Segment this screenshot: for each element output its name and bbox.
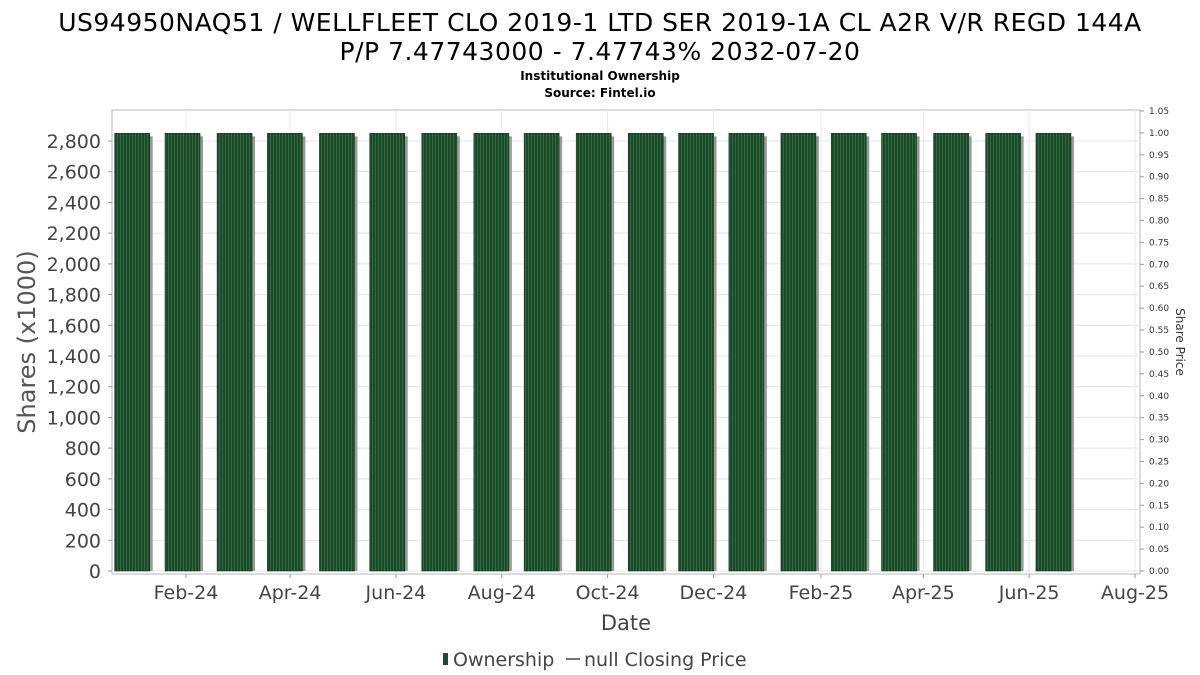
y2-tick-label: 0.15 <box>1149 501 1169 511</box>
y2-tick-label: 0.95 <box>1149 151 1169 161</box>
chart-source: Source: Fintel.io <box>544 86 655 100</box>
ownership-bar <box>114 133 151 572</box>
ownership-bar <box>728 133 765 572</box>
y2-tick-label: 0.70 <box>1149 260 1169 270</box>
ownership-bars <box>114 133 1074 572</box>
ownership-bar <box>369 133 406 572</box>
y2-tick-label: 0.75 <box>1149 238 1169 248</box>
y-tick-label: 2,000 <box>47 254 101 276</box>
ownership-bar <box>575 133 612 572</box>
ownership-bar <box>1035 133 1072 572</box>
x-tick-label: Aug-25 <box>1101 582 1169 604</box>
y2-tick-label: 1.05 <box>1149 107 1169 117</box>
y2-axis-title: Share Price <box>1173 308 1187 376</box>
y-tick-label: 200 <box>65 530 101 552</box>
y-axis-title: Shares (x1000) <box>13 250 41 433</box>
y-tick-label: 1,400 <box>47 346 101 368</box>
ownership-bar <box>933 133 969 572</box>
y-tick-label: 600 <box>65 469 101 491</box>
y2-tick-label: 0.90 <box>1149 173 1169 183</box>
y2-tick-label: 0.25 <box>1149 457 1169 467</box>
y-tick-label: 1,600 <box>47 315 101 337</box>
chart-title-line-2: P/P 7.47743000 - 7.47743% 2032-07-20 <box>340 37 861 66</box>
x-tick-label: Dec-24 <box>680 582 748 604</box>
y2-tick-label: 0.55 <box>1149 326 1169 336</box>
ownership-bar <box>421 133 458 572</box>
y2-tick-label: 0.65 <box>1149 282 1169 292</box>
y2-tick-label: 0.60 <box>1149 304 1169 314</box>
x-tick-label: Aug-24 <box>468 582 536 604</box>
ownership-bar <box>780 133 817 572</box>
chart-title-line-1: US94950NAQ51 / WELLFLEET CLO 2019-1 LTD … <box>58 8 1142 37</box>
y2-tick-label: 0.20 <box>1149 479 1169 489</box>
y-tick-label: 0 <box>89 561 101 583</box>
x-tick-label: Apr-24 <box>259 582 322 604</box>
legend-ownership-label: Ownership <box>453 649 554 671</box>
y2-tick-label: 0.35 <box>1149 414 1169 424</box>
x-axis: Feb-24 Apr-24 Jun-24 Aug-24 Oct-24 Dec-24 Feb-… <box>154 574 1169 604</box>
x-tick-label: Jun-25 <box>998 582 1060 604</box>
y-tick-label: 1,200 <box>47 377 101 399</box>
y2-tick-label: 0.30 <box>1149 436 1169 446</box>
ownership-bar <box>523 133 560 572</box>
y-tick-label: 800 <box>65 438 101 460</box>
y-tick-label: 1,800 <box>47 285 101 307</box>
ownership-bar <box>985 133 1021 572</box>
chart-subtitle: Institutional Ownership <box>520 69 680 83</box>
y-tick-label: 2,200 <box>47 223 101 245</box>
y-tick-label: 2,400 <box>47 192 101 214</box>
y-tick-label: 400 <box>65 500 101 522</box>
legend-ownership-swatch <box>443 653 448 665</box>
y2-tick-label: 0.05 <box>1149 545 1169 555</box>
y-tick-label: 2,600 <box>47 162 101 184</box>
x-axis-title: Date <box>601 611 651 635</box>
y2-tick-label: 0.45 <box>1149 370 1169 380</box>
x-tick-label: Apr-25 <box>892 582 955 604</box>
ownership-bar <box>678 133 714 572</box>
x-tick-label: Jun-24 <box>365 582 427 604</box>
ownership-bar <box>830 133 867 572</box>
x-tick-label: Feb-25 <box>789 582 854 604</box>
y-tick-label: 1,000 <box>47 407 101 429</box>
legend: Ownership null Closing Price <box>443 649 747 671</box>
y2-tick-label: 0.80 <box>1149 217 1169 227</box>
y-tick-label: 2,800 <box>47 131 101 153</box>
ownership-bar <box>267 133 303 572</box>
y2-tick-label: 1.00 <box>1149 129 1169 139</box>
ownership-bar <box>881 133 917 572</box>
y2-tick-label: 0.50 <box>1149 348 1169 358</box>
x-tick-label: Oct-24 <box>576 582 640 604</box>
ownership-bar <box>164 133 201 572</box>
ownership-bar <box>319 133 355 572</box>
y2-tick-label: 0.10 <box>1149 523 1169 533</box>
y2-tick-label: 0.85 <box>1149 195 1169 205</box>
y-axis-left: 0 200 400 600 800 1,000 1,200 1,400 1,600 1,800 2,… <box>47 131 112 583</box>
ownership-bar <box>627 133 664 572</box>
x-tick-label: Feb-24 <box>154 582 219 604</box>
ownership-bar <box>473 133 510 572</box>
ownership-bar <box>216 133 253 572</box>
y-axis-right: 0.00 0.05 0.10 0.15 0.20 0.25 0.30 0.35 0.40 0.45… <box>1140 107 1169 577</box>
y2-tick-label: 0.40 <box>1149 392 1169 402</box>
legend-price-label: null Closing Price <box>584 649 747 671</box>
y2-tick-label: 0.00 <box>1149 567 1169 577</box>
